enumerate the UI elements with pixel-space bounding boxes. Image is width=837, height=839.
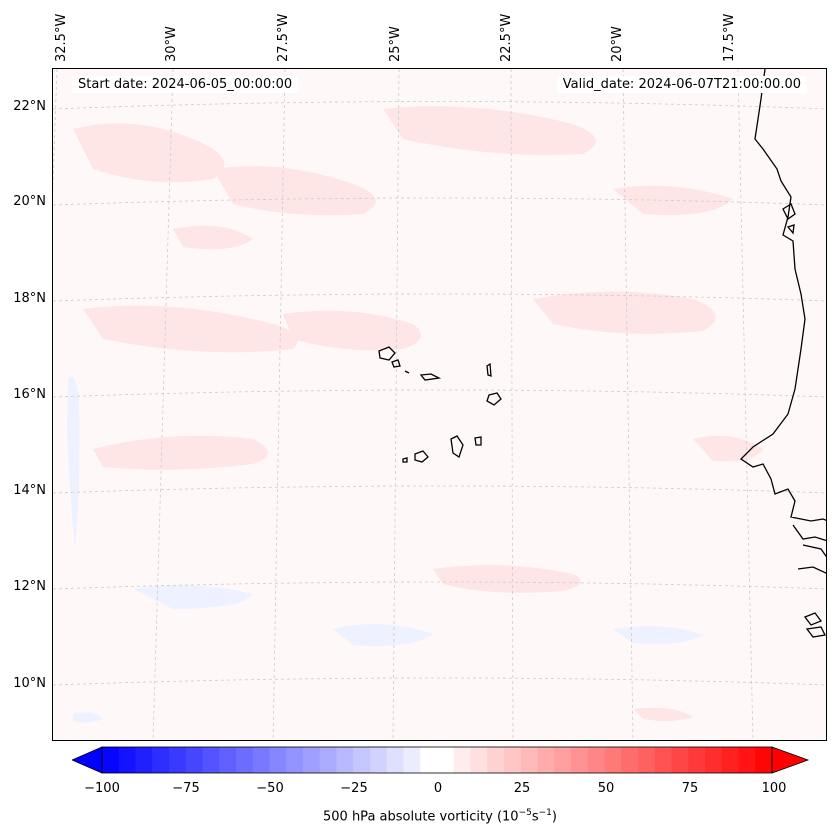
colorbar-cell [118,747,136,773]
colorbar-cell [537,747,555,773]
colorbar-cell [152,747,170,773]
cb-tick-minus-50: −50 [256,781,284,796]
colorbar-cell [303,747,321,773]
lon-label-17-5w: 17.5°W [722,13,737,62]
colorbar-cell [286,747,304,773]
colorbar-cell [269,747,287,773]
colorbar-cell [470,747,488,773]
colorbar-title-suffix: ) [551,809,557,825]
colorbar-cell [403,747,421,773]
colorbar-cell [604,747,622,773]
colorbar-cell [504,747,522,773]
colorbar-cell [571,747,589,773]
colorbar-title-prefix: 500 hPa absolute vorticity (10 [323,809,519,825]
colorbar-cell [353,747,371,773]
cb-tick-minus-25: −25 [340,781,368,796]
cb-tick-100: 100 [761,781,787,796]
cb-tick-75: 75 [681,781,699,796]
colorbar-cell [386,747,404,773]
lat-label-12n: 12°N [13,579,46,594]
colorbar [72,746,810,774]
lat-label-16n: 16°N [13,387,46,402]
graticule [53,69,826,740]
colorbar-cell [755,747,773,773]
colorbar-cell [336,747,354,773]
colorbar-cell [135,747,153,773]
colorbar-title: 500 hPa absolute vorticity (10−5s−1) [0,808,837,824]
cb-tick-50: 50 [597,781,615,796]
colorbar-cell [370,747,388,773]
valid-date-label: Valid_date: 2024-06-07T21:00:00.00 [556,76,807,93]
lon-label-20w: 20°W [610,26,625,62]
lon-label-27-5w: 27.5°W [276,13,291,62]
colorbar-cell [202,747,220,773]
cb-tick-0: 0 [433,781,443,796]
colorbar-cell [437,747,455,773]
colorbar-min-arrow [72,746,103,774]
lat-label-20n: 20°N [13,194,46,209]
colorbar-cell [453,747,471,773]
colorbar-cell [587,747,605,773]
colorbar-cell [688,747,706,773]
colorbar-cell [487,747,505,773]
colorbar-cell [705,747,723,773]
lon-label-30w: 30°W [164,26,179,62]
colorbar-cell [671,747,689,773]
colorbar-title-sup1: −5 [518,808,532,818]
colorbar-cell [219,747,237,773]
lon-label-22-5w: 22.5°W [499,13,514,62]
colorbar-cell [102,747,120,773]
lat-label-10n: 10°N [13,676,46,691]
colorbar-cells [72,746,810,774]
colorbar-cell [185,747,203,773]
colorbar-cell [236,747,254,773]
lat-label-18n: 18°N [13,291,46,306]
cb-tick-25: 25 [513,781,531,796]
colorbar-cell [654,747,672,773]
colorbar-title-sup2: −1 [538,808,552,818]
lon-label-32-5w: 32.5°W [54,13,69,62]
map-panel [52,68,827,741]
colorbar-cell [169,747,187,773]
positive-vorticity-patches [73,106,763,722]
colorbar-cell [420,747,438,773]
africa-coastline [739,69,826,638]
lon-label-25w: 25°W [388,26,403,62]
colorbar-cell [554,747,572,773]
colorbar-cell [738,747,756,773]
vorticity-map [53,69,826,740]
colorbar-cell [319,747,337,773]
colorbar-cell [621,747,639,773]
colorbar-cell [638,747,656,773]
lat-label-22n: 22°N [13,99,46,114]
colorbar-max-arrow [771,746,810,774]
cape-verde-islands [378,346,502,463]
colorbar-outline [101,746,773,774]
lat-label-14n: 14°N [13,483,46,498]
colorbar-cell [252,747,270,773]
start-date-label: Start date: 2024-06-05_00:00:00 [72,76,299,93]
colorbar-cell [520,747,538,773]
cb-tick-minus-75: −75 [172,781,200,796]
colorbar-cell [721,747,739,773]
negative-vorticity-patches [67,376,703,723]
colorbar-title-mid: s [531,809,539,825]
cb-tick-minus-100: −100 [84,781,120,796]
